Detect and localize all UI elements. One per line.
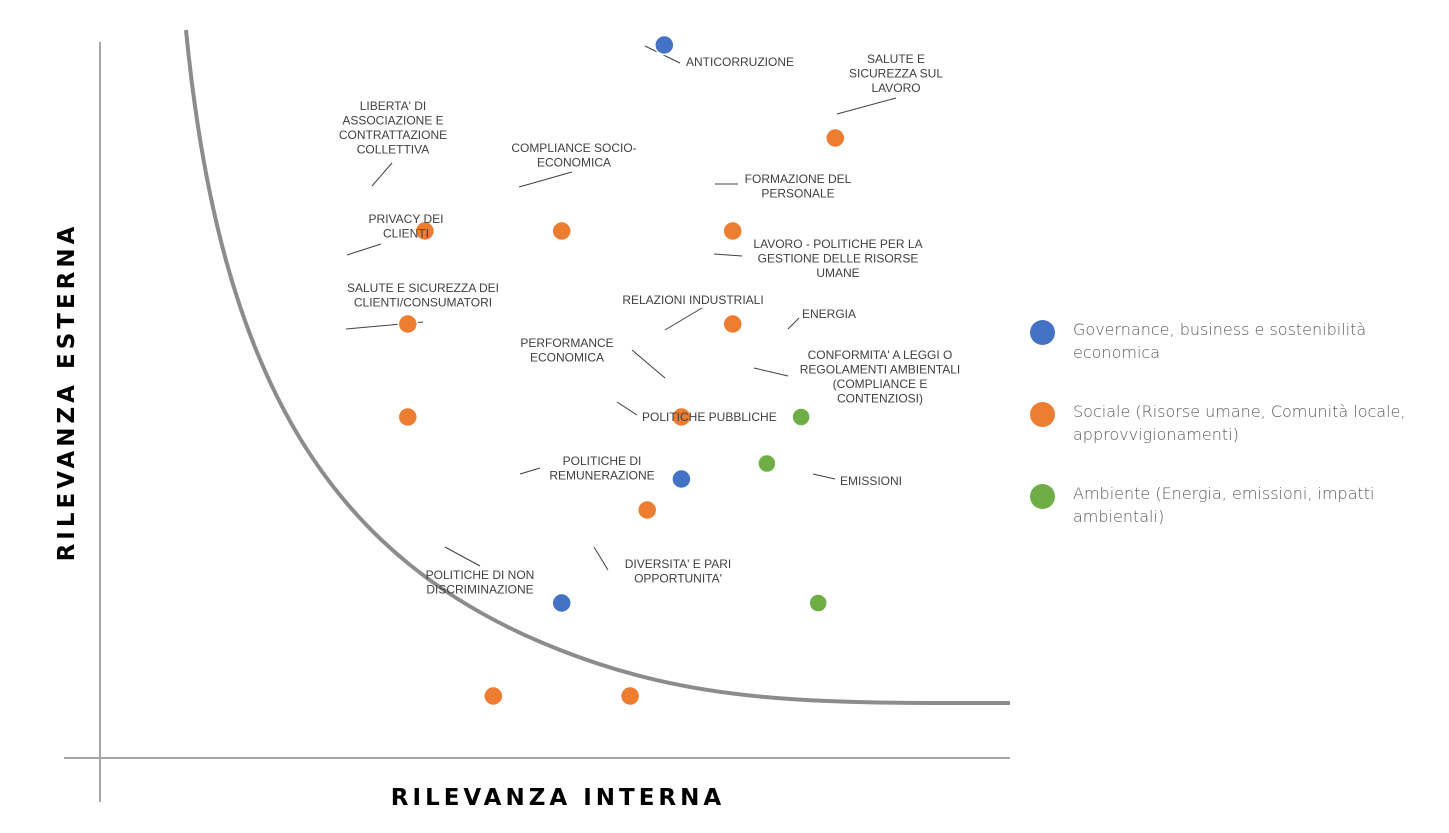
data-label: CONFORMITA' A LEGGI O REGOLAMENTI AMBIENT… — [800, 348, 960, 406]
data-point — [619, 685, 641, 707]
data-point — [671, 468, 692, 490]
data-point — [757, 453, 777, 474]
data-label: POLITICHE DI REMUNERAZIONE — [549, 454, 654, 483]
leader-line — [753, 367, 789, 377]
legend-label: Governance, business e sostenibilità eco… — [1073, 320, 1367, 362]
data-point — [414, 220, 436, 242]
data-point — [654, 34, 675, 56]
data-labels: ANTICORRUZIONE SALUTE E SICUREZZA SUL LAVOR… — [339, 52, 960, 597]
leader-line — [444, 546, 481, 567]
leader-line — [518, 171, 573, 188]
legend-label: Ambiente (Energia, emissioni, impatti am… — [1073, 484, 1375, 526]
data-label: COMPLIANCE SOCIO-ECONOMICA — [511, 141, 636, 170]
data-point — [722, 220, 743, 242]
data-label: ENERGIA — [802, 307, 856, 321]
data-label: POLITICHE DI NON DISCRIMINAZIONE — [426, 568, 535, 597]
legend-label: Sociale (Risorse umane, Comunità locale,… — [1073, 402, 1406, 444]
legend-item-sociale: Sociale (Risorse umane, Comunità locale,… — [1030, 400, 1430, 446]
legend-marker — [1030, 402, 1055, 427]
data-point — [636, 499, 658, 521]
data-point — [397, 313, 419, 335]
data-label: RELAZIONI INDUSTRIALI — [622, 293, 763, 307]
data-label: PRIVACY DEI CLIENTI — [369, 212, 444, 241]
leader-line — [787, 317, 800, 330]
legend-marker — [1030, 320, 1055, 345]
leader-line — [519, 467, 541, 475]
data-point — [551, 220, 572, 242]
leader-line — [346, 243, 382, 256]
data-points — [397, 34, 846, 707]
leader-line — [371, 162, 393, 187]
leader-line — [713, 253, 743, 257]
data-point — [397, 406, 419, 428]
leader-line — [836, 97, 897, 115]
legend-marker — [1030, 484, 1055, 509]
data-point — [825, 127, 846, 149]
data-label: FORMAZIONE DEL PERSONALE — [745, 172, 852, 201]
data-point — [483, 685, 504, 707]
data-point — [791, 407, 811, 427]
data-point — [722, 313, 743, 335]
data-label: SALUTE E SICUREZZA SUL LAVORO — [849, 52, 943, 95]
data-label: POLITICHE PUBBLICHE — [642, 410, 777, 424]
data-label: ANTICORRUZIONE — [686, 55, 794, 69]
leader-line — [664, 307, 703, 331]
legend-item-governance: Governance, business e sostenibilità eco… — [1030, 318, 1430, 364]
data-label: DIVERSITA' E PARI OPPORTUNITA' — [625, 557, 732, 586]
leader-line — [631, 349, 666, 379]
data-label: LIBERTA' DI ASSOCIAZIONE E CONTRATTAZIONE C… — [339, 99, 447, 157]
data-label: SALUTE E SICUREZZA DEI CLIENTI/CONSUMATOR… — [347, 281, 499, 310]
data-point — [671, 406, 692, 428]
materiality-threshold-curve — [184, 29, 1011, 706]
legend-item-ambiente: Ambiente (Energia, emissioni, impatti am… — [1030, 482, 1430, 528]
x-axis-title: RILEVANZA INTERNA — [391, 785, 725, 811]
leader-line — [812, 473, 836, 480]
leader-line — [593, 546, 609, 571]
data-point — [808, 593, 828, 613]
leader-line — [616, 401, 638, 416]
data-label: EMISSIONI — [840, 474, 902, 488]
legend: Governance, business e sostenibilità eco… — [1030, 318, 1430, 564]
data-label: LAVORO - POLITICHE PER LA GESTIONE DELLE … — [753, 237, 922, 280]
data-label: PERFORMANCE ECONOMICA — [520, 336, 613, 365]
y-axis-title: RILEVANZA ESTERNA — [54, 223, 80, 562]
data-point — [551, 592, 572, 614]
leader-lines — [345, 45, 897, 571]
